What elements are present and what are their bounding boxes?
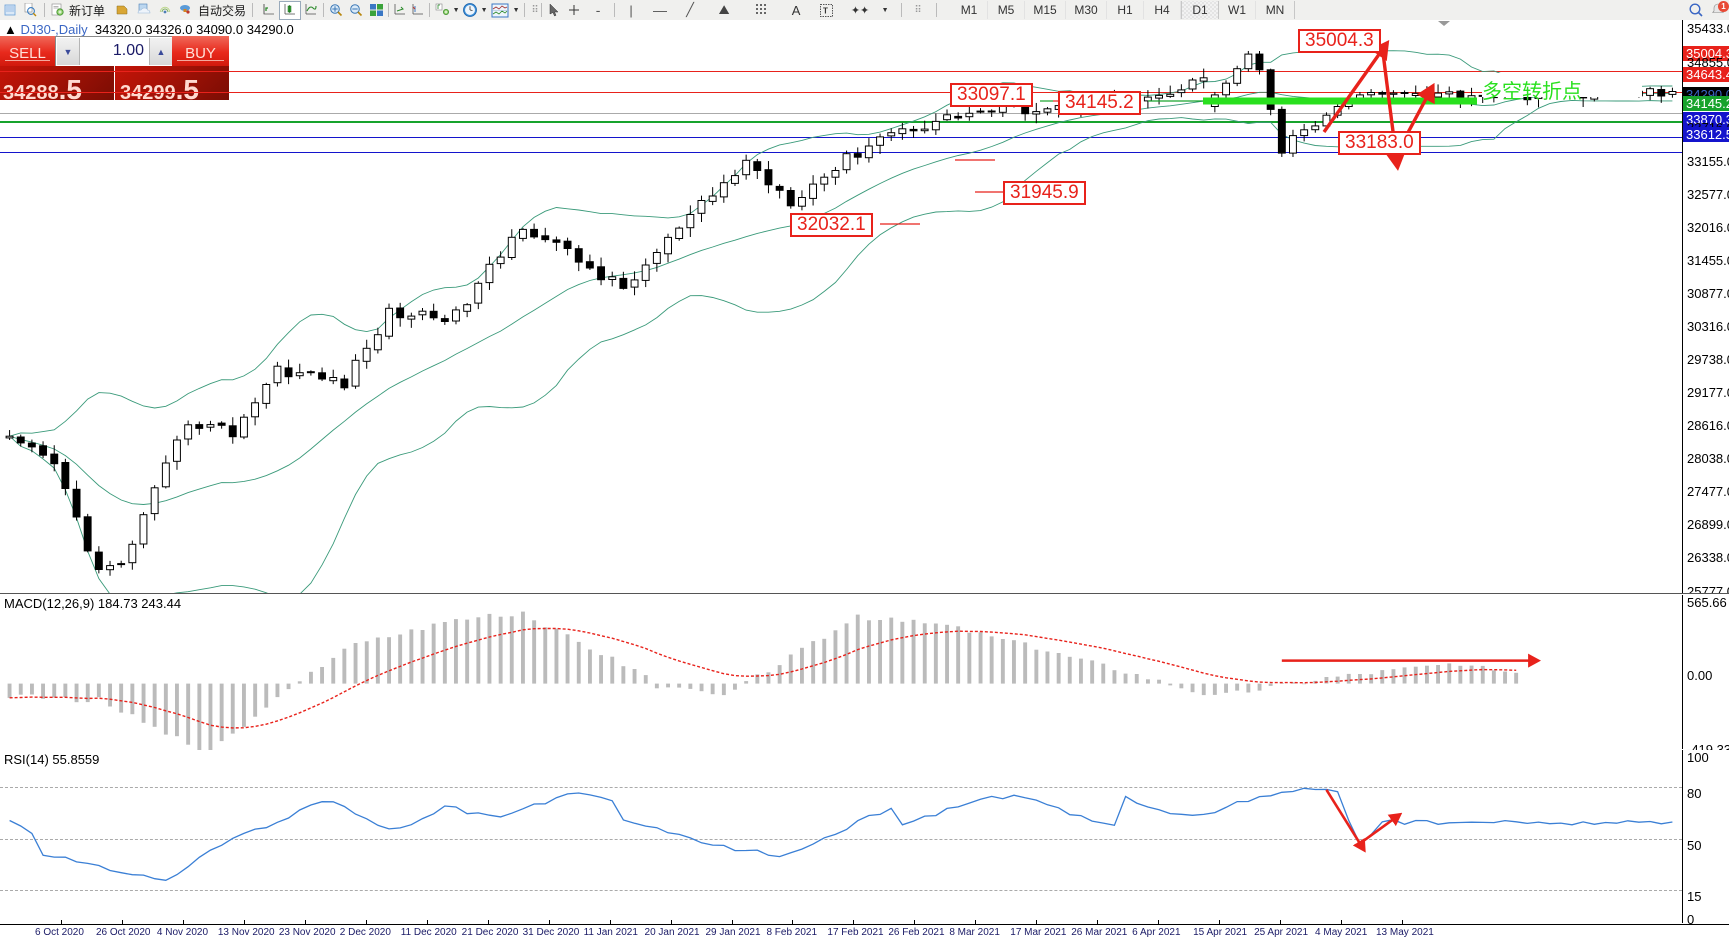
svg-text:T: T bbox=[823, 6, 828, 15]
